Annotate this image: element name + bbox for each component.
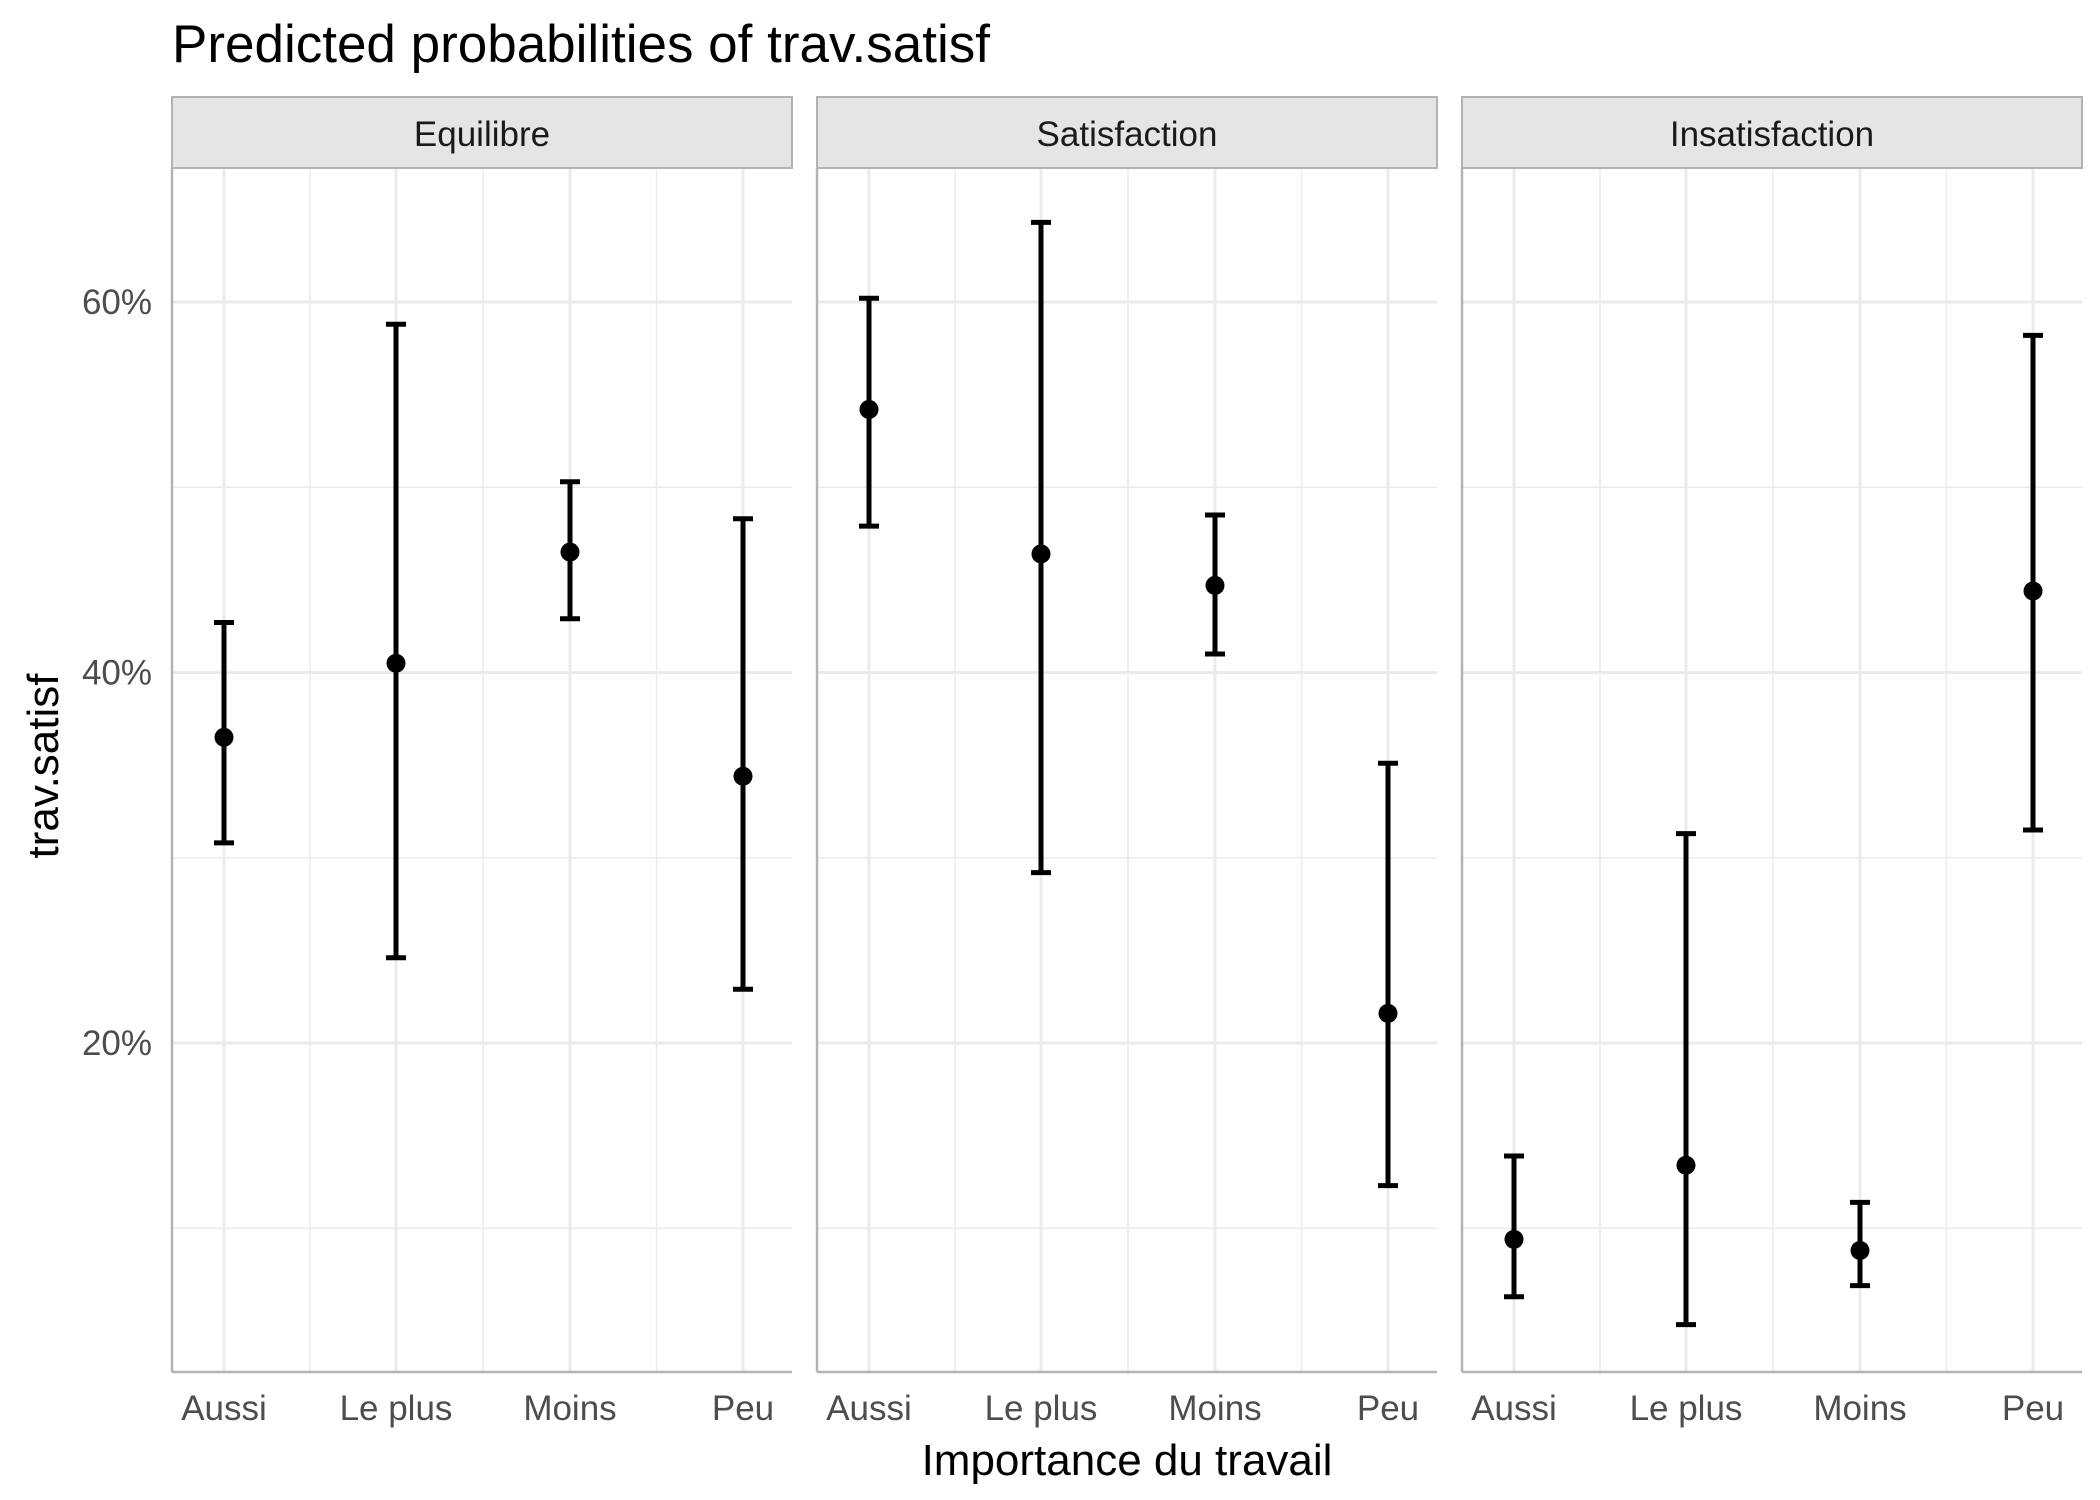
x-axis-title: Importance du travail — [922, 1436, 1333, 1485]
facet-strip-label: Satisfaction — [1037, 115, 1218, 154]
facet-strip-label: Equilibre — [414, 115, 550, 154]
x-tick-label: Moins — [1168, 1389, 1261, 1428]
y-tick-label: 20% — [82, 1024, 152, 1063]
data-point — [214, 727, 234, 747]
x-tick-label: Le plus — [340, 1389, 453, 1428]
data-point — [1031, 544, 1051, 564]
data-point — [1676, 1155, 1696, 1175]
facet-strip — [171, 96, 793, 169]
data-point — [560, 542, 580, 562]
data-point — [2023, 581, 2043, 601]
facet-panel-satisfaction: Satisfaction Aussi Le plus Moins Peu — [815, 96, 1438, 1428]
x-tick-label: Aussi — [181, 1389, 267, 1428]
y-axis: 20% 40% 60% — [82, 283, 152, 1063]
x-tick-label: Aussi — [826, 1389, 912, 1428]
data-point — [386, 653, 406, 673]
facet-panel-insatisfaction: Insatisfaction Aussi Le plus Moins Peu — [1460, 96, 2083, 1428]
y-tick-label: 40% — [82, 654, 152, 693]
data-point — [1850, 1240, 1870, 1260]
y-tick-label: 60% — [82, 283, 152, 322]
data-point — [733, 766, 753, 786]
data-point — [1205, 575, 1225, 595]
x-tick-label: Le plus — [1630, 1389, 1743, 1428]
facet-strip — [816, 96, 1438, 169]
x-tick-label: Peu — [712, 1389, 774, 1428]
x-tick-label: Aussi — [1471, 1389, 1557, 1428]
facet-strip-label: Insatisfaction — [1670, 115, 1874, 154]
facet-panel-equilibre: Equilibre Aussi Le plus Moins Peu — [170, 96, 793, 1428]
x-tick-label: Peu — [2002, 1389, 2064, 1428]
x-tick-label: Peu — [1357, 1389, 1419, 1428]
chart-title: Predicted probabilities of trav.satisf — [172, 15, 990, 74]
data-point — [1504, 1229, 1524, 1249]
x-tick-label: Le plus — [985, 1389, 1098, 1428]
x-tick-label: Moins — [523, 1389, 616, 1428]
facet-strip — [1461, 96, 2083, 169]
y-axis-title: trav.satisf — [19, 673, 68, 859]
x-tick-label: Moins — [1813, 1389, 1906, 1428]
data-point — [859, 399, 879, 419]
data-point — [1378, 1003, 1398, 1023]
